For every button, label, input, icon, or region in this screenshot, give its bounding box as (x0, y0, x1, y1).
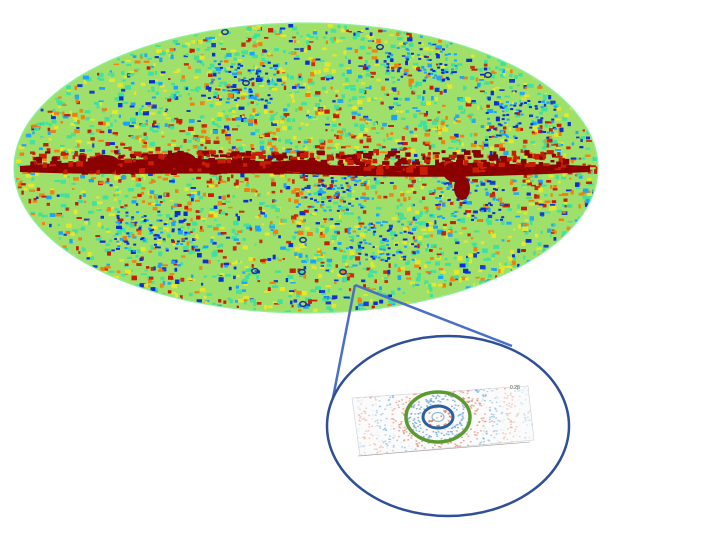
zoom-corner-label: 0.2β (510, 385, 520, 391)
point-source-ring (299, 300, 307, 308)
zoom-ring-core (431, 411, 445, 423)
zoom-ring-outer (404, 390, 472, 444)
point-source-ring (376, 43, 384, 51)
point-source-ring (339, 268, 347, 276)
point-source-ring (221, 28, 229, 36)
connector-line-right (354, 283, 513, 348)
zoom-inset: 0.2β (325, 334, 571, 518)
point-source-ring (299, 236, 307, 244)
point-source-ring (251, 267, 259, 275)
point-source-ring (242, 79, 250, 87)
connector-line-left (329, 284, 357, 409)
zoom-tile-axis (357, 441, 531, 457)
sky-map (13, 22, 599, 314)
sky-map-rim (13, 22, 599, 314)
point-source-rings (221, 28, 492, 308)
point-source-ring (298, 268, 306, 276)
galactic-plane-band (20, 150, 590, 200)
zoom-connector (329, 283, 513, 409)
point-source-ring (484, 71, 492, 79)
sky-map-noise (15, 23, 598, 313)
zoom-tile-frame (351, 385, 535, 457)
zoom-ring-inner (421, 404, 455, 430)
